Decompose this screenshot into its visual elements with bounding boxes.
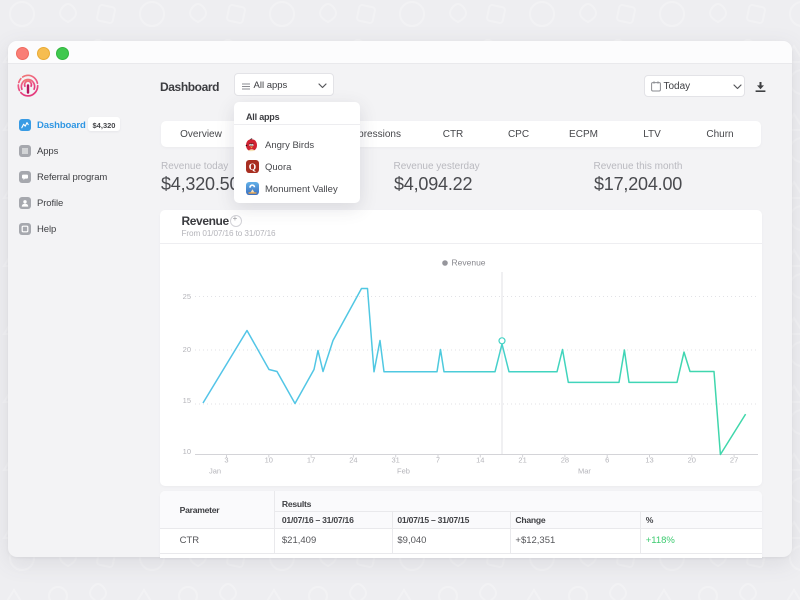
svg-text:Feb: Feb (397, 466, 410, 475)
svg-text:10: 10 (183, 447, 191, 456)
svg-text:15: 15 (183, 396, 191, 405)
svg-text:20: 20 (688, 455, 696, 464)
svg-text:Q: Q (248, 163, 255, 173)
svg-text:3: 3 (224, 455, 228, 464)
svg-text:10: 10 (265, 455, 273, 464)
svg-text:6: 6 (605, 455, 609, 464)
svg-text:14: 14 (476, 455, 484, 464)
svg-text:20: 20 (183, 345, 191, 354)
svg-text:28: 28 (561, 455, 569, 464)
svg-text:31: 31 (392, 455, 400, 464)
svg-text:27: 27 (730, 455, 738, 464)
svg-text:17: 17 (307, 455, 315, 464)
svg-text:Jan: Jan (209, 466, 221, 475)
svg-text:21: 21 (518, 455, 526, 464)
svg-text:25: 25 (183, 292, 191, 301)
svg-text:Revenue: Revenue (452, 257, 486, 267)
svg-text:7: 7 (436, 455, 440, 464)
svg-text:13: 13 (645, 455, 653, 464)
svg-text:24: 24 (349, 455, 357, 464)
svg-text:Mar: Mar (578, 466, 591, 475)
